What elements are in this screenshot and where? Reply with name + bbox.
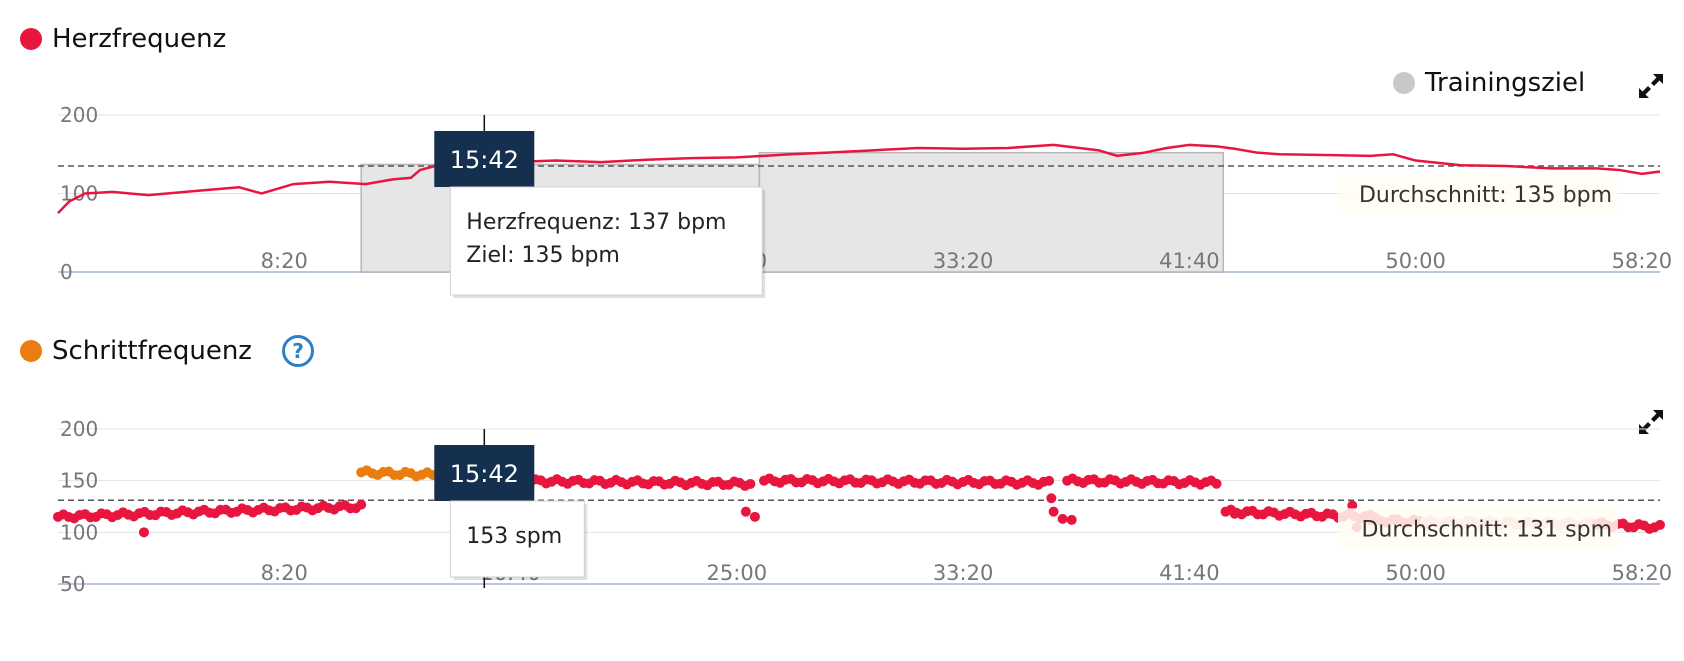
- y-tick-label: 50: [60, 572, 85, 596]
- average-label-bg: [1338, 508, 1618, 549]
- cadence-point: [1229, 508, 1240, 519]
- tooltip-line: Ziel: 135 bpm: [466, 243, 620, 268]
- heart-rate-panel: Herzfrequenz Trainingsziel 20010008:2016…: [0, 0, 1684, 310]
- cadence-title: Schrittfrequenz: [20, 336, 252, 366]
- tooltip-line: Herzfrequenz: 137 bpm: [466, 210, 726, 235]
- cadence-point: [1211, 478, 1222, 489]
- tooltip-time: 15:42: [450, 460, 519, 488]
- cadence-point: [1347, 500, 1358, 511]
- cadence-point: [1057, 513, 1068, 524]
- x-tick-label: 41:40: [1159, 249, 1220, 273]
- cadence-point: [740, 506, 751, 517]
- x-tick-label: 58:20: [1612, 561, 1673, 585]
- cadence-chart[interactable]: 200150100508:2016:4025:0033:2041:4050:00…: [0, 310, 1684, 650]
- expand-icon[interactable]: [1637, 72, 1665, 100]
- average-label: Durchschnitt: 135 bpm: [1359, 183, 1612, 208]
- tooltip-time-box: [434, 445, 535, 501]
- x-tick-label: 50:00: [1385, 249, 1446, 273]
- cadence-dot-icon: [20, 340, 42, 362]
- y-tick-label: 0: [60, 260, 73, 284]
- x-tick-label: 58:20: [1612, 249, 1673, 273]
- cadence-point: [138, 527, 149, 538]
- y-tick-label: 100: [60, 520, 98, 544]
- heart-rate-chart[interactable]: 20010008:2016:4025:0033:2041:4050:0058:2…: [0, 0, 1684, 300]
- tooltip-time: 15:42: [450, 146, 519, 174]
- legend-dot-icon: [1393, 72, 1415, 94]
- cadence-panel: Schrittfrequenz ? 200150100508:2016:4025…: [0, 310, 1684, 661]
- cadence-point: [1066, 514, 1077, 525]
- target-zone-bar: [758, 151, 1225, 273]
- cadence-point: [1655, 519, 1665, 530]
- tooltip-box: [449, 186, 763, 296]
- y-tick-label: 200: [60, 417, 98, 441]
- x-tick-label: 25:00: [707, 561, 768, 585]
- series-line: [57, 143, 1661, 214]
- x-tick-label: 41:40: [1159, 561, 1220, 585]
- legend-training-target[interactable]: Trainingsziel: [1393, 68, 1585, 98]
- cadence-point: [1048, 506, 1059, 517]
- x-tick-label: 33:20: [933, 249, 994, 273]
- cadence-point: [1046, 493, 1057, 504]
- x-tick-label: 8:20: [261, 561, 308, 585]
- cadence-point: [1044, 475, 1055, 486]
- y-tick-label: 150: [60, 469, 98, 493]
- question-circle-icon[interactable]: ?: [282, 335, 314, 367]
- tooltip-line: 153 spm: [466, 524, 562, 549]
- x-tick-label: 50:00: [1385, 561, 1446, 585]
- cadence-point: [356, 499, 367, 510]
- x-tick-label: 33:20: [933, 561, 994, 585]
- cadence-point: [749, 511, 760, 522]
- heart-rate-dot-icon: [20, 28, 42, 50]
- heart-rate-title-text: Herzfrequenz: [52, 24, 227, 54]
- average-label-bg: [1338, 174, 1618, 215]
- average-label: Durchschnitt: 131 spm: [1361, 517, 1612, 542]
- legend-label: Trainingsziel: [1425, 68, 1586, 98]
- y-tick-label: 200: [60, 103, 98, 127]
- tooltip-time-box: [434, 131, 535, 187]
- expand-icon[interactable]: [1637, 408, 1665, 436]
- cadence-point: [745, 478, 756, 489]
- tooltip-box: [449, 500, 585, 578]
- heart-rate-title: Herzfrequenz: [20, 24, 226, 54]
- x-tick-label: 8:20: [261, 249, 308, 273]
- cadence-title-text: Schrittfrequenz: [52, 336, 252, 366]
